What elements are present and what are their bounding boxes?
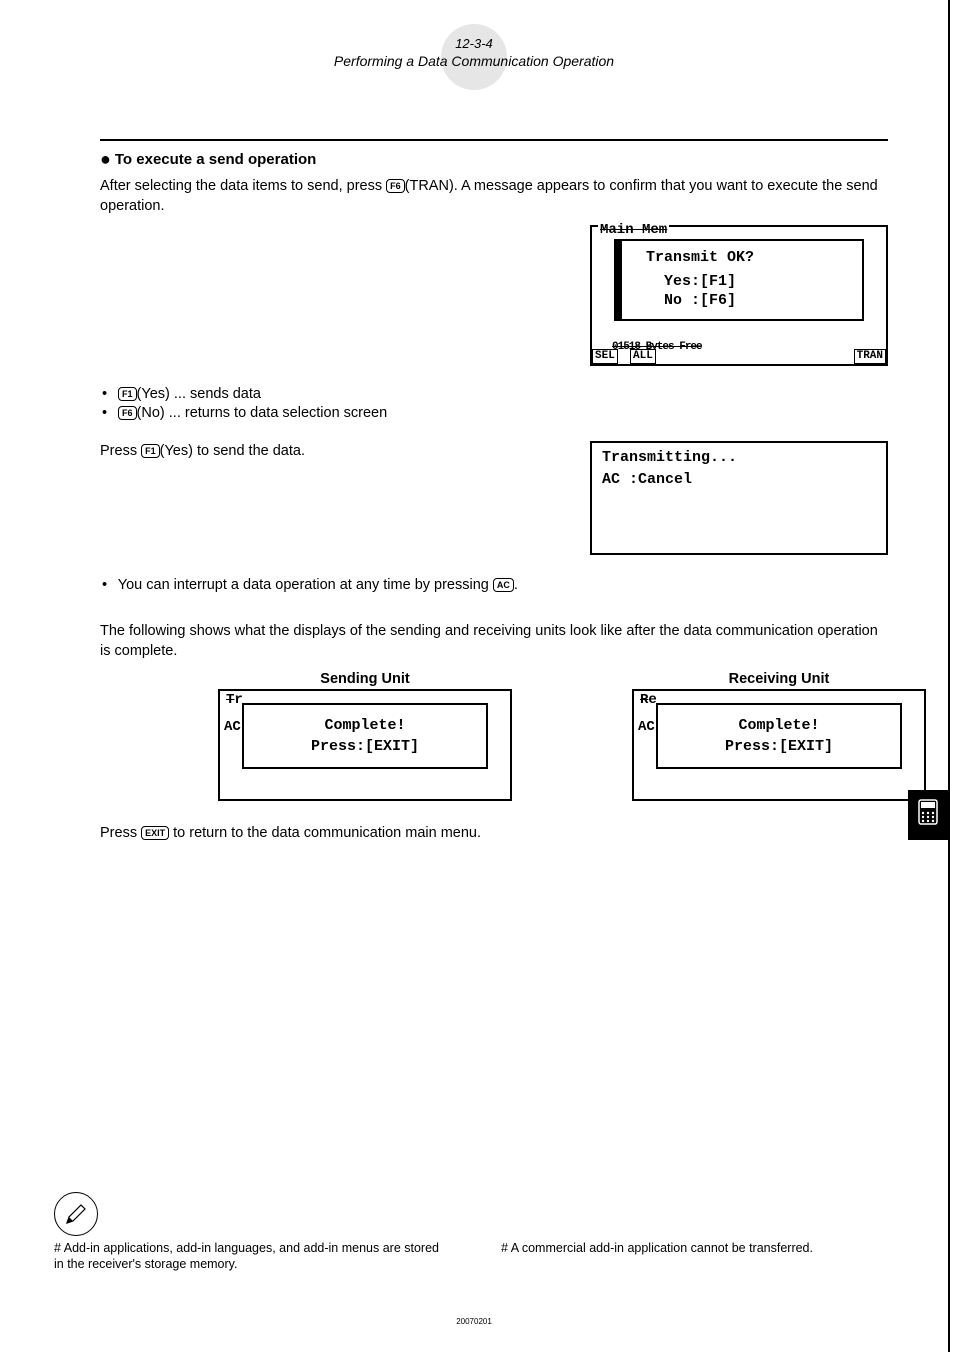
displays-paragraph: The following shows what the displays of… — [100, 621, 888, 662]
lcd-confirm-dialog: Main Mem Transmit OK? Yes:[F1] No :[F6] … — [590, 225, 888, 366]
lcd-send-complete: Complete! — [244, 715, 486, 736]
calculator-sidebar-icon — [908, 790, 948, 840]
footnote-1: # Add-in applications, add-in languages,… — [54, 1240, 441, 1273]
lcd-receiving-complete: RReceivinge AC Complete! Press:[EXIT] — [632, 689, 926, 801]
lcd-menu-bar: 01518 Bytes Free SEL ALL TRAN — [592, 347, 886, 364]
lcd-menu-all: ALL — [630, 349, 656, 364]
intro-paragraph: After selecting the data items to send, … — [100, 176, 888, 217]
lcd-menu-tran: TRAN — [854, 349, 886, 364]
receiving-unit-label: Receiving Unit — [632, 671, 926, 687]
bullet-no-text: (No) ... returns to data selection scree… — [137, 405, 388, 421]
key-f6: F6 — [386, 179, 405, 193]
press-yes-before: Press — [100, 443, 141, 459]
lcd-send-top: TTransmittingr — [226, 692, 243, 708]
lcd-question: Transmit OK? — [646, 249, 862, 268]
footer-date: 20070201 — [0, 1317, 948, 1326]
interrupt-bullet: You can interrupt a data operation at an… — [100, 577, 888, 593]
bullet-yes-text: (Yes) ... sends data — [137, 386, 261, 402]
lcd-recv-pressexit: Press:[EXIT] — [658, 736, 900, 757]
lcd-strike-text: 01518 Bytes Free — [612, 341, 866, 349]
lcd-transmit-line: Transmitting... — [602, 447, 876, 470]
bullet-yes: F1(Yes) ... sends data — [100, 386, 888, 402]
sending-unit-label: Sending Unit — [218, 671, 512, 687]
press-exit-line: Press EXIT to return to the data communi… — [100, 823, 888, 843]
lcd-transmitting: Transmitting... AC :Cancel — [590, 441, 888, 555]
lcd-yes-line: Yes:[F1] — [646, 273, 862, 292]
lcd-menu-sel: SEL — [592, 349, 618, 364]
intro-text-before: After selecting the data items to send, … — [100, 178, 386, 194]
interrupt-after: . — [514, 577, 518, 593]
key-f1: F1 — [118, 387, 137, 401]
section-title: Performing a Data Communication Operatio… — [0, 53, 948, 69]
lcd-sending-complete: TTransmittingr AC Complete! Press:[EXIT] — [218, 689, 512, 801]
section-number: 12-3-4 — [0, 36, 948, 51]
key-f1b: F1 — [141, 444, 160, 458]
option-bullets: F1(Yes) ... sends data F6(No) ... return… — [100, 386, 888, 421]
lcd-send-pressexit: Press:[EXIT] — [244, 736, 486, 757]
interrupt-before: You can interrupt a data operation at an… — [118, 577, 493, 593]
lcd-top-text: Main Mem — [598, 225, 669, 236]
heading-bullet: ● — [100, 149, 111, 169]
pencil-icon — [54, 1192, 98, 1236]
lcd-inner-box: Transmit OK? Yes:[F1] No :[F6] — [614, 239, 864, 321]
lcd-send-left: AC — [224, 719, 241, 735]
press-yes-after: (Yes) to send the data. — [160, 443, 305, 459]
lcd-recv-top: RReceivinge — [640, 692, 657, 708]
press-exit-before: Press — [100, 825, 141, 841]
lcd-recv-inner: Complete! Press:[EXIT] — [656, 703, 902, 769]
lcd-cancel-line: AC :Cancel — [602, 469, 876, 492]
key-exit: EXIT — [141, 826, 169, 840]
lcd-send-inner: Complete! Press:[EXIT] — [242, 703, 488, 769]
key-ac: AC — [493, 578, 514, 592]
sending-unit-col: Sending Unit TTransmittingr AC Complete!… — [218, 671, 512, 801]
press-yes-line: Press F1(Yes) to send the data. — [100, 441, 305, 461]
footnote-2: # A commercial add-in application cannot… — [501, 1240, 888, 1273]
lcd-no-line: No :[F6] — [646, 292, 862, 311]
receiving-unit-col: Receiving Unit RReceivinge AC Complete! … — [632, 671, 926, 801]
footnote-section: # Add-in applications, add-in languages,… — [54, 1192, 888, 1273]
key-f6b: F6 — [118, 406, 137, 420]
bullet-no: F6(No) ... returns to data selection scr… — [100, 405, 888, 421]
heading-rule — [100, 139, 888, 141]
press-exit-after: to return to the data communication main… — [169, 825, 481, 841]
lcd-inverse-bar — [614, 239, 622, 321]
heading-text: To execute a send operation — [115, 151, 316, 168]
lcd-recv-complete: Complete! — [658, 715, 900, 736]
operation-heading: ●To execute a send operation — [100, 149, 888, 170]
lcd-recv-left: AC — [638, 719, 655, 735]
